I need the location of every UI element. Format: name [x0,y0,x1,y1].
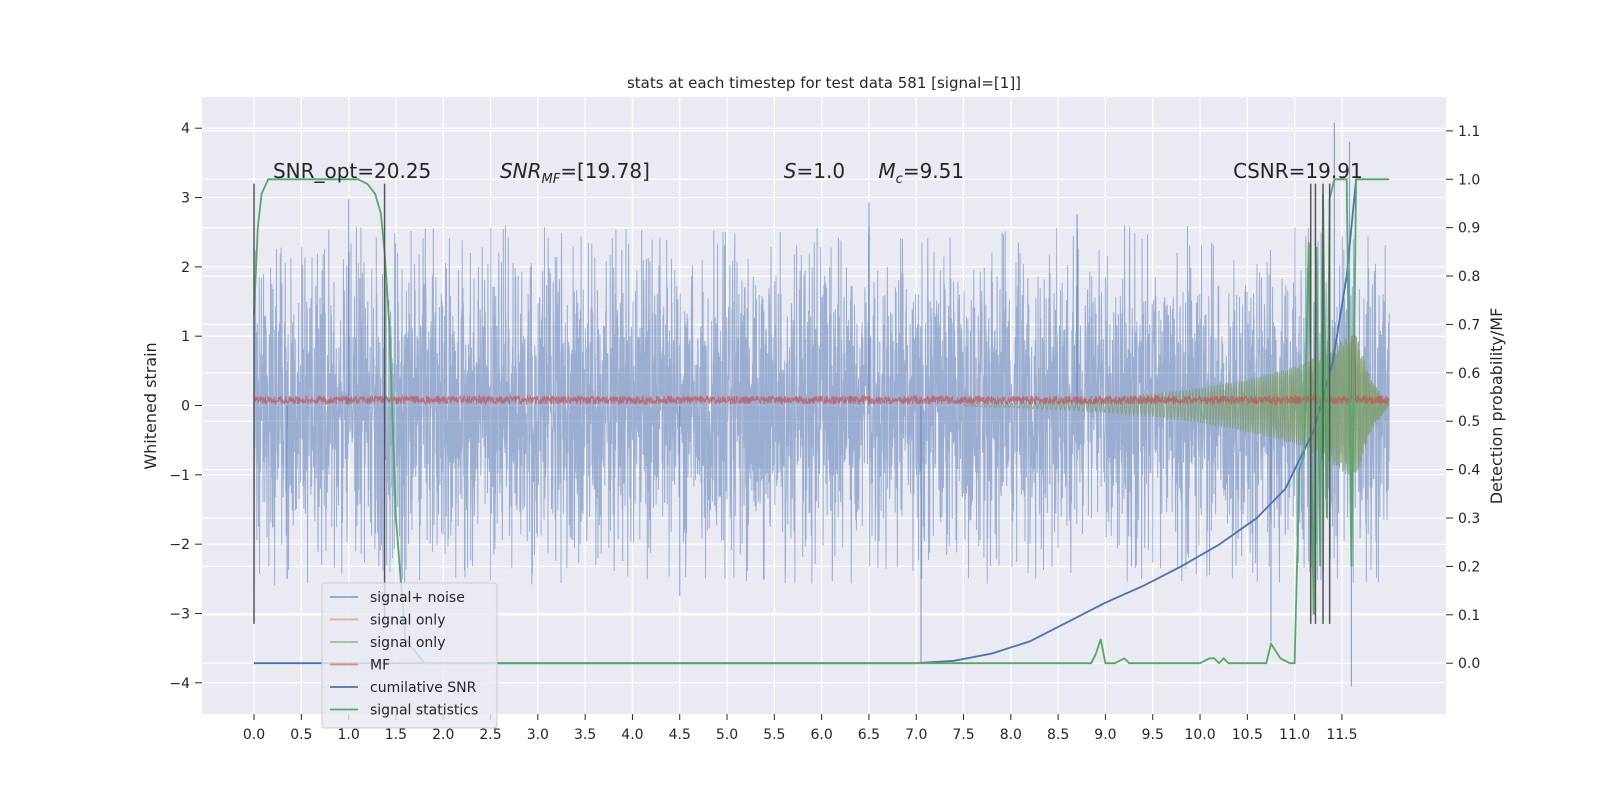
axes-layer: 0.0 0.5 1.0 1.5 2.0 2.5 3.0 3.5 4.0 4.5 5.0 5.5 6.0 6… [169,121,1480,743]
annotation-subscript: MF [542,172,561,187]
y-tick-label: 3 [181,191,190,207]
annotation-csnr: CSNR=19.91 [1233,159,1363,183]
legend-label: signal only [370,613,445,629]
y2-tick-label: 0.4 [1458,463,1480,479]
series-signal-statistics-line [253,178,1390,665]
y2-tick-label: 1.0 [1458,172,1480,188]
annotation-mc: Mc=9.51 [878,159,964,187]
x-tick-label: 6.0 [811,727,833,743]
y2-tick-label: 0.6 [1458,366,1480,382]
legend-label: signal only [370,635,445,651]
series-layer [253,122,1390,687]
legend-label: signal statistics [370,703,478,719]
annotation-main: S [784,159,797,183]
x-tick-label: 0.0 [243,727,265,743]
x-tick-label: 0.5 [290,727,312,743]
annotation-value: =9.51 [903,159,964,183]
x-tick-label: 11.5 [1326,727,1357,743]
x-tick-label: 4.0 [621,727,643,743]
x-tick-label: 3.0 [527,727,549,743]
annotation-main: M [878,159,895,183]
y-tick-label: 0 [181,399,190,415]
y-tick-label: 1 [181,329,190,345]
legend-label: cumilative SNR [370,680,477,696]
y-tick-label: 2 [181,260,190,276]
y2-tick-label: 0.3 [1458,511,1480,527]
y2-tick-label: 1.1 [1458,124,1480,140]
annotation-snr-mf: SNRMF=[19.78] [500,159,650,187]
y-tick-label: −2 [169,537,190,553]
x-tick-label: 7.0 [905,727,927,743]
y2-tick-label: 0.9 [1458,221,1480,237]
legend-box [321,582,498,729]
x-tick-label: 11.0 [1279,727,1310,743]
y2-tick-label: 0.1 [1458,608,1480,624]
x-tick-label: 7.5 [952,727,974,743]
annotation-snr-opt: SNR_opt=20.25 [273,159,431,183]
annotation-value: =1.0 [796,159,845,183]
annotation-main: SNR [500,159,542,183]
y-tick-label: −1 [169,468,190,484]
x-tick-label: 3.5 [574,727,596,743]
y-axis-label: Whitened strain [141,342,160,469]
x-tick-label: 8.0 [1000,727,1022,743]
y2-tick-label: 0.8 [1458,269,1480,285]
y2-tick-label: 0.2 [1458,559,1480,575]
y2-tick-label: 0.7 [1458,317,1480,333]
x-tick-label: 10.5 [1232,727,1263,743]
x-tick-label: 8.5 [1047,727,1069,743]
x-tick-label: 1.5 [385,727,407,743]
annotation-subscript: c [896,172,903,187]
series-mf-line [253,335,1390,406]
y2-tick-label: 0.0 [1458,656,1480,672]
x-tick-label: 4.5 [669,727,691,743]
x-tick-label: 6.5 [858,727,880,743]
y-tick-label: −4 [169,676,190,692]
series-signal-noise-line [253,225,1390,586]
annotation-s: S=1.0 [784,159,845,183]
x-tick-label: 10.0 [1184,727,1215,743]
annotation-value: =[19.78] [560,159,650,183]
x-tick-label: 2.0 [432,727,454,743]
y-tick-label: −3 [169,606,190,622]
y-tick-label: 4 [181,121,190,137]
legend: signal+ noise signal only signal only MF cum… [321,582,498,729]
y2-axis-label: Detection probability/MF [1487,308,1506,505]
x-tick-label: 9.5 [1142,727,1164,743]
x-tick-label: 5.0 [716,727,738,743]
x-tick-label: 5.5 [763,727,785,743]
x-tick-label: 2.5 [479,727,501,743]
x-tick-label: 9.0 [1094,727,1116,743]
chart-title: stats at each timestep for test data 581… [627,74,1021,92]
x-tick-label: 1.0 [337,727,359,743]
legend-label: MF [370,658,390,674]
legend-label: signal+ noise [370,590,465,606]
annotations: SNR_opt=20.25 SNRMF=[19.78] S=1.0 Mc=9.51 CS… [273,159,1363,187]
y2-tick-label: 0.5 [1458,414,1480,430]
